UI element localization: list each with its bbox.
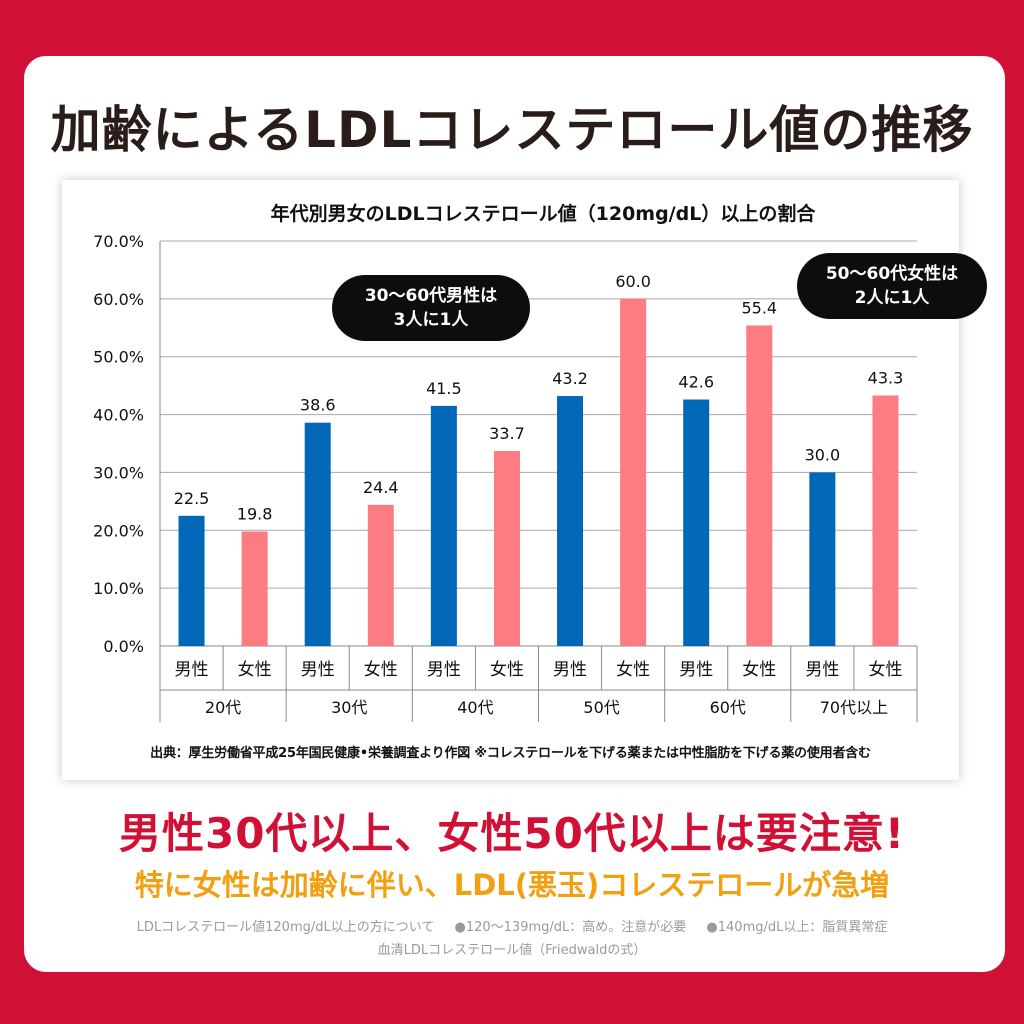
callout-female-line2: 2人に1人 [854,288,930,308]
y-tick-label: 0.0% [103,637,144,656]
x-group-label: 50代 [583,698,619,717]
x-subcategory-label: 男性 [427,660,461,680]
page-title: 加齢によるLDLコレステロール値の推移 [50,101,974,159]
data-label: 43.2 [552,369,588,388]
x-group-label: 70代以上 [820,698,888,717]
x-subcategory-label: 女性 [868,660,902,680]
chart-panel: 年代別男女のLDLコレステロール値（120mg/dL）以上の割合 0.0% 10.0… [62,180,987,780]
x-subcategory-label: 女性 [364,660,398,680]
data-label: 55.4 [741,298,777,317]
callout-male-line1: 30～60代男性は [364,286,498,306]
x-group-label: 40代 [457,698,493,717]
data-label: 42.6 [678,373,714,392]
y-tick-label: 50.0% [93,348,144,367]
bar-female [367,504,394,646]
bar-male [809,472,836,646]
note-line-2: 血清LDLコレステロール値（Friedwaldの式） [377,943,647,958]
x-group-label: 20代 [205,698,241,717]
x-subcategory-label: 男性 [553,660,587,680]
chart-title: 年代別男女のLDLコレステロール値（120mg/dL）以上の割合 [271,202,817,225]
note-part-2: ●120～139mg/dL：高め。注意が必要 [454,920,687,935]
bar-male [430,405,457,646]
x-subcategory-label: 女性 [616,660,650,680]
data-label: 60.0 [615,272,651,291]
data-label: 41.5 [426,379,462,398]
bar-male [683,399,710,646]
callout-male: 30～60代男性は 3人に1人 [332,275,530,341]
bar-female [620,298,647,646]
note-part-3: ●140mg/dL以上：脂質異常症 [706,920,888,935]
bar-male [304,422,331,646]
subheadline: 特に女性は加齢に伴い、LDL(悪玉)コレステロールが急増 [134,868,890,902]
y-tick-label: 40.0% [93,406,144,425]
data-label: 33.7 [489,424,525,443]
callout-male-line2: 3人に1人 [393,310,469,330]
x-group-label: 30代 [331,698,367,717]
y-tick-label: 30.0% [93,463,144,482]
data-label: 30.0 [805,445,841,464]
y-tick-label: 10.0% [93,579,144,598]
note-part-1: LDLコレステロール値120mg/dL以上の方について [136,920,435,935]
bar-male [178,515,205,646]
y-tick-label: 20.0% [93,521,144,540]
data-label: 19.8 [237,504,273,523]
x-subcategory-label: 女性 [238,660,272,680]
bar-female [241,531,268,646]
x-group-label: 60代 [710,698,746,717]
data-label: 24.4 [363,478,399,497]
bar-female [746,325,773,646]
callout-female-line1: 50～60代女性は [825,264,959,284]
bar-female [493,451,520,646]
data-label: 22.5 [174,489,210,508]
callout-female: 50～60代女性は 2人に1人 [797,253,987,319]
x-subcategory-label: 男性 [175,660,209,680]
headline: 男性30代以上、女性50代以上は要注意! [118,809,906,858]
y-tick-label: 70.0% [93,232,144,251]
bar-female [872,395,899,646]
data-label: 38.6 [300,396,336,415]
data-label: 43.3 [868,368,904,387]
bar-chart: 年代別男女のLDLコレステロール値（120mg/dL）以上の割合 0.0% 10.0… [93,202,918,722]
y-tick-label: 60.0% [93,290,144,309]
x-subcategory-label: 女性 [490,660,524,680]
x-subcategory-label: 女性 [742,660,776,680]
x-subcategory-label: 男性 [301,660,335,680]
chart-source: 出典：厚生労働省平成25年国民健康•栄養調査より作図 ※コレステロールを下げる薬… [150,746,871,761]
bar-male [557,396,584,646]
x-subcategory-label: 男性 [679,660,713,680]
x-subcategory-label: 男性 [805,660,839,680]
note-line-1: LDLコレステロール値120mg/dL以上の方について ●120～139mg/d… [0,916,1024,935]
